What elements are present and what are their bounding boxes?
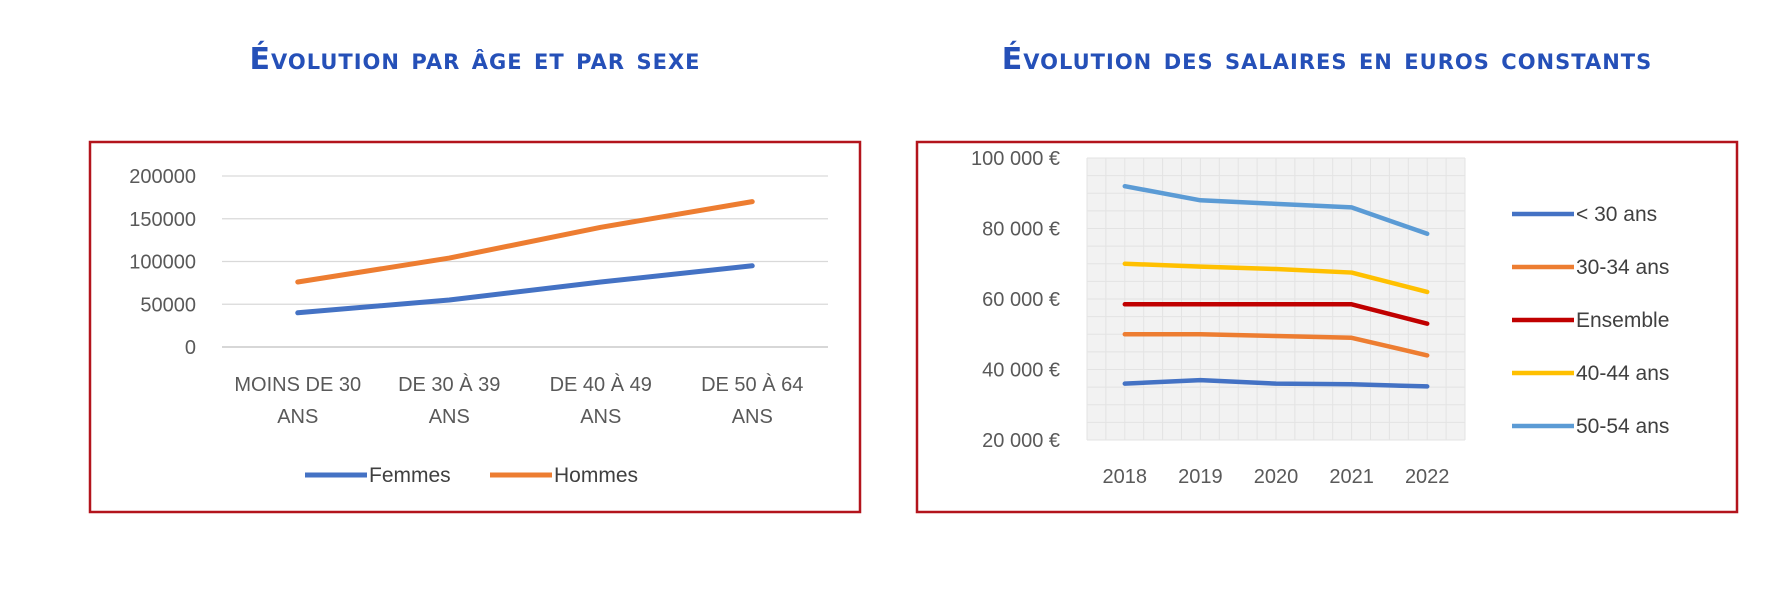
chart2-x-tick-label: 2018 xyxy=(1103,466,1148,488)
chart1-series-line-femmes xyxy=(295,263,755,316)
chart2-y-tick-label: 100 000 € xyxy=(971,148,1060,170)
chart2-title: Évolution des salaires en euros constant… xyxy=(1001,42,1653,77)
chart2-legend-label: 30-34 ans xyxy=(1576,256,1669,279)
chart1-y-tick-label: 100000 xyxy=(129,252,196,274)
chart2-series-line xyxy=(1122,261,1430,295)
chart2-y-tick-label: 20 000 € xyxy=(982,430,1060,452)
chart1-y-tick-label: 150000 xyxy=(129,209,196,231)
chart2-x-tick-label: 2022 xyxy=(1405,466,1450,488)
chart1-x-tick-label: DE 30 À 39 xyxy=(398,373,500,396)
chart2-series-line xyxy=(1122,332,1430,358)
chart2-legend-label: 40-44 ans xyxy=(1576,362,1669,385)
chart1-x-tick-label: ANS xyxy=(277,406,318,428)
chart2-y-tick-label: 80 000 € xyxy=(982,219,1060,241)
chart-age-sexe: 200000 150000 100000 50000 0 MOINS DE 30 ANS D… xyxy=(88,140,862,514)
chart2-legend-label: Ensemble xyxy=(1576,309,1669,332)
chart2-y-tick-label: 60 000 € xyxy=(982,289,1060,311)
chart1-x-tick-label: DE 50 À 64 xyxy=(701,373,803,396)
chart2-series-line xyxy=(1122,302,1430,326)
chart1-legend-label: Femmes xyxy=(369,464,451,487)
chart1-y-tick-label: 200000 xyxy=(129,166,196,188)
chart2-y-tick-label: 40 000 € xyxy=(982,360,1060,382)
chart1-x-tick-label: ANS xyxy=(429,406,470,428)
chart1-x-tick-label: ANS xyxy=(732,406,773,428)
chart1-x-tick-label: ANS xyxy=(580,406,621,428)
chart1-x-tick-label: DE 40 À 49 xyxy=(550,373,652,396)
chart1-x-tick-label: MOINS DE 30 xyxy=(234,374,361,396)
chart1-title: Évolution par âge et par sexe xyxy=(249,42,701,77)
chart1-y-tick-label: 0 xyxy=(185,337,196,359)
chart1-series-line-hommes xyxy=(295,199,755,285)
chart2-legend-label: 50-54 ans xyxy=(1576,415,1669,438)
chart1-y-tick-label: 50000 xyxy=(140,294,196,316)
chart2-series-line xyxy=(1122,183,1430,237)
chart2-series-line xyxy=(1122,377,1430,389)
chart2-x-tick-label: 2019 xyxy=(1178,466,1223,488)
chart2-legend-label: < 30 ans xyxy=(1576,203,1657,226)
chart1-legend-label: Hommes xyxy=(554,464,638,487)
chart2-x-tick-label: 2021 xyxy=(1329,466,1374,488)
chart2-x-tick-label: 2020 xyxy=(1254,466,1299,488)
